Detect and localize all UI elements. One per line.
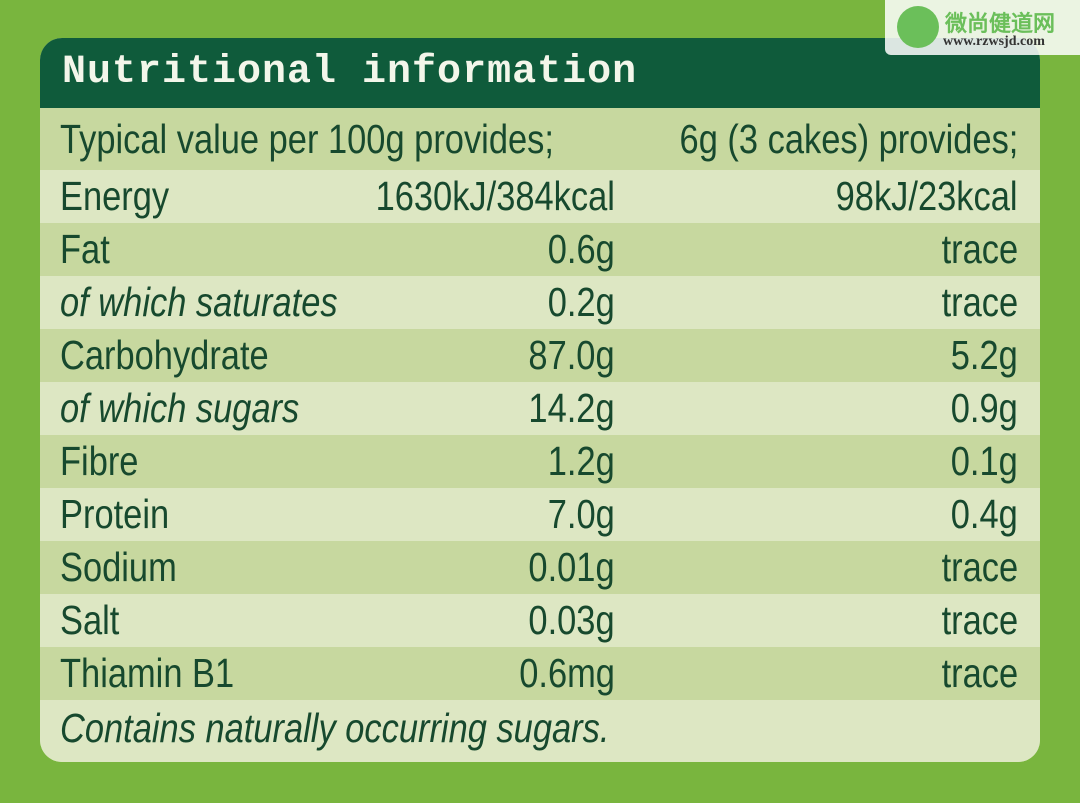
nutrient-row: Fibre 1.2g 0.1g <box>40 435 1040 488</box>
note-row: Contains naturally occurring sugars. <box>40 700 1040 762</box>
nutrient-name: Sodium <box>60 544 177 590</box>
per-serving: 0.9g <box>950 385 1018 431</box>
nutrient-name: Salt <box>60 597 120 643</box>
per-serving: trace <box>941 597 1018 643</box>
nutrient-name: Carbohydrate <box>60 332 269 378</box>
watermark-logo <box>897 6 939 48</box>
nutrient-row: of which saturates 0.2g trace <box>40 276 1040 329</box>
nutrient-name: Fat <box>60 226 110 272</box>
nutrient-name: of which saturates <box>60 279 338 325</box>
column-header: 6g (3 cakes) provides; <box>679 116 1018 162</box>
nutrient-row: of which sugars 14.2g 0.9g <box>40 382 1040 435</box>
nutrient-row: Fat 0.6g trace <box>40 223 1040 276</box>
title: Nutritional information <box>40 38 1040 108</box>
nutrient-row: Thiamin B1 0.6mg trace <box>40 647 1040 700</box>
per-serving: trace <box>941 279 1018 325</box>
per-100g: 0.2g <box>547 279 615 325</box>
nutrient-row: Energy 1630kJ/384kcal 98kJ/23kcal <box>40 170 1040 223</box>
nutrient-name: of which sugars <box>60 385 300 431</box>
per-100g: 0.03g <box>528 597 615 643</box>
watermark-url: www.rzwsjd.com <box>943 34 1045 49</box>
nutrition-panel: Nutritional information Typical value pe… <box>40 38 1040 762</box>
per-serving: 98kJ/23kcal <box>836 173 1018 219</box>
nutrient-name: Energy <box>60 173 170 219</box>
column-header: Typical value per 100g provides; <box>60 116 554 162</box>
per-serving: trace <box>941 650 1018 696</box>
per-100g: 0.6g <box>547 226 615 272</box>
nutrient-name: Thiamin B1 <box>60 650 235 696</box>
per-serving: 0.1g <box>950 438 1018 484</box>
per-serving: 5.2g <box>950 332 1018 378</box>
per-100g: 1.2g <box>547 438 615 484</box>
per-serving: 0.4g <box>950 491 1018 537</box>
nutrient-row: Salt 0.03g trace <box>40 594 1040 647</box>
nutrient-row: Protein 7.0g 0.4g <box>40 488 1040 541</box>
per-serving: trace <box>941 544 1018 590</box>
watermark: 微尚健道网 www.rzwsjd.com <box>885 0 1080 55</box>
per-100g: 7.0g <box>547 491 615 537</box>
watermark-name: 微尚健道网 <box>945 11 1056 36</box>
nutrient-name: Protein <box>60 491 170 537</box>
per-100g: 14.2g <box>528 385 615 431</box>
nutrient-row: Carbohydrate 87.0g 5.2g <box>40 329 1040 382</box>
per-serving: trace <box>941 226 1018 272</box>
per-100g: 0.6mg <box>519 650 615 696</box>
nutrient-row: Sodium 0.01g trace <box>40 541 1040 594</box>
nutrient-name: Fibre <box>60 438 139 484</box>
per-100g: 1630kJ/384kcal <box>375 173 615 219</box>
per-100g: 0.01g <box>528 544 615 590</box>
column-header-row: Typical value per 100g provides; 6g (3 c… <box>40 108 1040 170</box>
per-100g: 87.0g <box>528 332 615 378</box>
note: Contains naturally occurring sugars. <box>60 705 610 751</box>
